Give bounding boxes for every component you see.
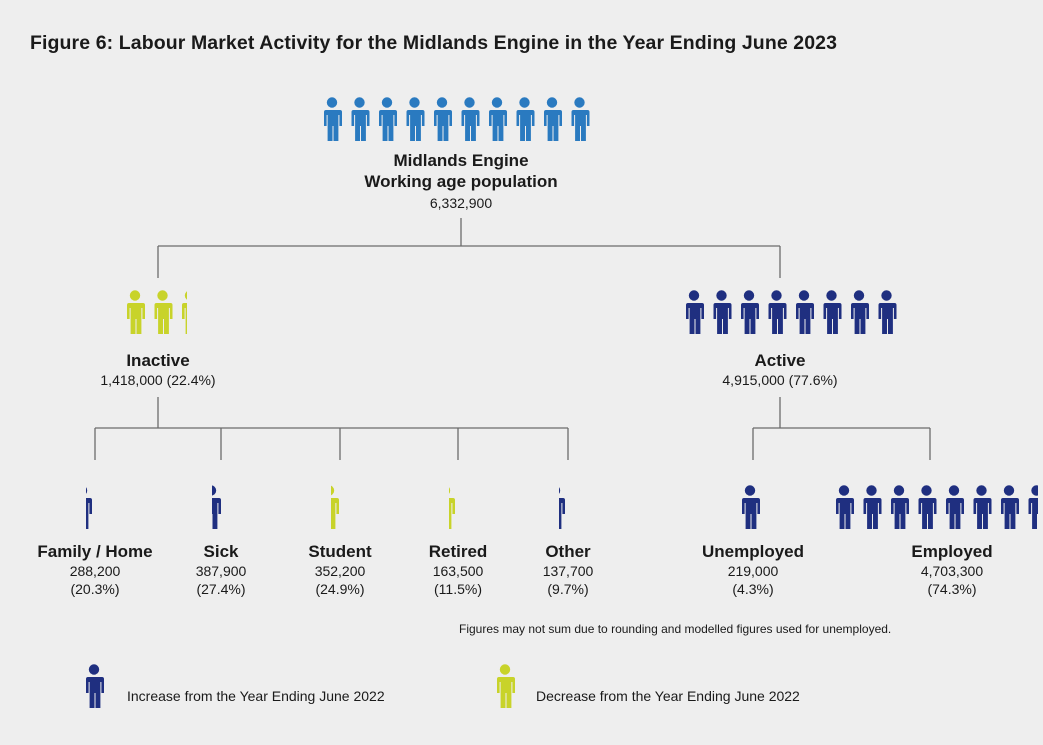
inactive-value: 1,418,000 (22.4%): [100, 372, 216, 388]
person-icon: [571, 97, 590, 141]
inactive-name: Inactive: [126, 351, 190, 370]
person-icon: [863, 485, 882, 529]
person-icon: [918, 485, 937, 529]
student-person-icon: [331, 485, 339, 529]
person-icon: [182, 291, 187, 334]
employed-name: Employed: [911, 542, 993, 561]
person-icon: [544, 97, 562, 141]
footnote: Figures may not sum due to rounding and …: [459, 622, 892, 636]
person-icon: [154, 290, 173, 334]
person-icon: [1001, 485, 1019, 529]
person-icon: [406, 97, 425, 141]
employed-people-icons: [834, 485, 1038, 529]
unemployed-value: 219,000: [727, 563, 779, 579]
legend-decrease-person-icon: [495, 664, 515, 713]
other-person-icon: [559, 485, 565, 529]
sick-value: 387,900: [195, 563, 247, 579]
active-name: Active: [754, 351, 806, 370]
retired-pct: (11.5%): [434, 581, 482, 597]
other-label: Other 137,700 (9.7%): [543, 541, 594, 598]
person-icon: [461, 97, 480, 141]
legend-decrease-label: Decrease from the Year Ending June 2022: [536, 688, 800, 704]
person-icon: [212, 485, 221, 529]
person-icon: [86, 664, 104, 708]
sick-pct: (27.4%): [196, 581, 246, 597]
student-value: 352,200: [314, 563, 366, 579]
unemployed-label: Unemployed 219,000 (4.3%): [702, 541, 804, 598]
person-icon: [686, 290, 704, 334]
root-name-line1: Midlands Engine: [393, 151, 529, 170]
person-icon: [489, 97, 507, 141]
inactive-node-label: Inactive 1,418,000 (22.4%): [100, 350, 215, 389]
sick-person-icon: [212, 485, 221, 529]
person-icon: [434, 97, 452, 141]
person-icon: [891, 485, 909, 529]
person-icon: [836, 485, 854, 529]
sick-name: Sick: [203, 542, 239, 561]
person-icon: [796, 290, 814, 334]
person-icon: [823, 290, 842, 334]
family-home-person-icon: [86, 485, 92, 529]
population-people-icons: [322, 97, 590, 141]
legend-increase-person-icon: [84, 664, 104, 713]
family-home-name: Family / Home: [37, 542, 153, 561]
person-icon: [449, 487, 455, 529]
person-icon: [946, 485, 964, 529]
root-value: 6,332,900: [429, 195, 493, 211]
active-value: 4,915,000 (77.6%): [722, 372, 838, 388]
person-icon: [559, 487, 565, 529]
sick-label: Sick 387,900 (27.4%): [196, 541, 247, 598]
person-icon: [713, 290, 732, 334]
retired-label: Retired 163,500 (11.5%): [429, 541, 488, 598]
person-icon: [379, 97, 397, 141]
other-value: 137,700: [542, 563, 594, 579]
person-icon: [86, 487, 92, 529]
figure-title: Figure 6: Labour Market Activity for the…: [30, 32, 838, 54]
other-name: Other: [545, 542, 591, 561]
person-icon: [851, 290, 869, 334]
root-node-label: Midlands Engine Working age population 6…: [364, 150, 557, 212]
person-icon: [878, 290, 897, 334]
retired-value: 163,500: [432, 563, 484, 579]
student-name: Student: [308, 542, 372, 561]
person-icon: [351, 97, 370, 141]
inactive-people-icons: [125, 290, 187, 334]
student-pct: (24.9%): [315, 581, 365, 597]
family-home-value: 288,200: [69, 563, 121, 579]
person-icon: [497, 664, 515, 708]
employed-pct: (74.3%): [927, 581, 977, 597]
student-label: Student 352,200 (24.9%): [308, 541, 371, 598]
person-icon: [973, 485, 992, 529]
person-icon: [516, 97, 535, 141]
person-icon: [127, 290, 145, 334]
person-icon: [742, 485, 760, 529]
unemployed-name: Unemployed: [701, 542, 805, 561]
unemployed-pct: (4.3%): [732, 581, 774, 597]
person-icon: [741, 290, 759, 334]
person-icon: [768, 290, 787, 334]
retired-person-icon: [449, 485, 455, 529]
employed-value: 4,703,300: [920, 563, 984, 579]
family-home-pct: (20.3%): [70, 581, 120, 597]
employed-label: Employed 4,703,300 (74.3%): [911, 541, 992, 598]
root-name-line2: Working age population: [364, 172, 558, 191]
family-home-label: Family / Home 288,200 (20.3%): [37, 541, 152, 598]
active-people-icons: [684, 290, 897, 334]
unemployed-person-icon: [740, 485, 760, 529]
other-pct: (9.7%): [547, 581, 589, 597]
person-icon: [324, 97, 342, 141]
person-icon: [331, 485, 339, 529]
active-node-label: Active 4,915,000 (77.6%): [722, 350, 837, 389]
person-icon: [1028, 485, 1038, 529]
retired-name: Retired: [428, 542, 488, 561]
legend-increase-label: Increase from the Year Ending June 2022: [127, 688, 385, 704]
